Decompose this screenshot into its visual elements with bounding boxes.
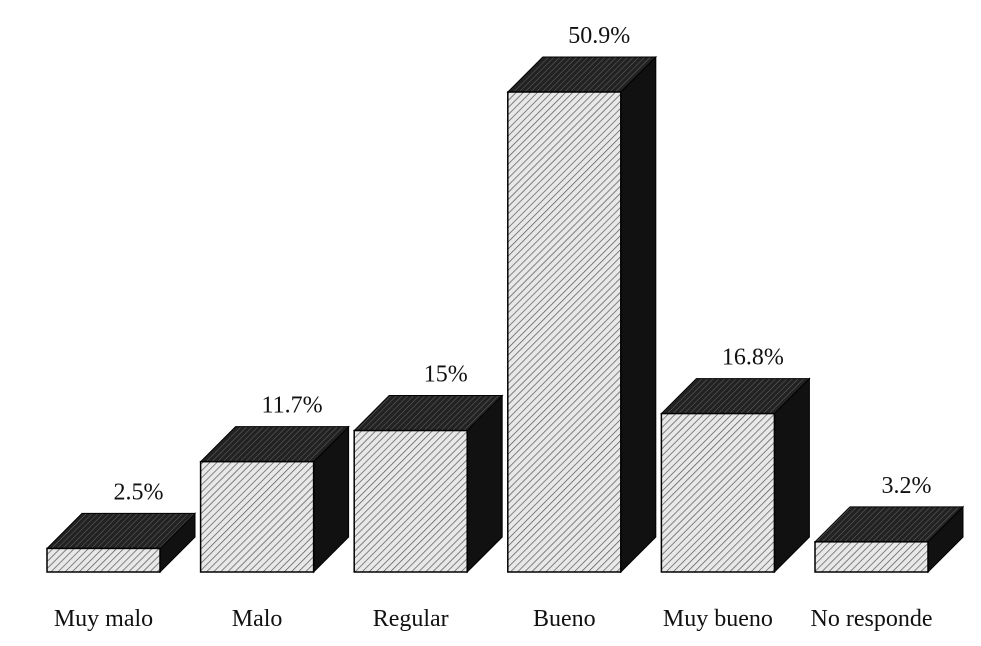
bar	[813, 505, 965, 574]
x-tick-label: Bueno	[533, 606, 596, 632]
value-label: 3.2%	[882, 473, 932, 499]
bar	[199, 425, 350, 574]
x-tick-label: Malo	[232, 606, 283, 632]
value-label: 2.5%	[114, 479, 164, 505]
value-label: 15%	[424, 362, 468, 388]
bar	[506, 55, 658, 574]
bar	[352, 394, 504, 574]
bar-front	[353, 429, 468, 573]
value-label: 50.9%	[568, 23, 630, 49]
bar-side	[620, 55, 657, 574]
x-tick-label: Muy bueno	[663, 606, 773, 632]
x-tick-label: Muy malo	[54, 606, 153, 632]
bar-front	[199, 460, 315, 573]
bar-front	[814, 541, 929, 573]
value-label: 11.7%	[262, 393, 323, 419]
x-tick-label: Regular	[373, 606, 449, 632]
bar	[45, 512, 197, 574]
bar-front	[507, 91, 622, 573]
bar-front	[660, 412, 776, 573]
x-tick-label: No responde	[811, 606, 933, 632]
value-label: 16.8%	[722, 345, 784, 371]
bar	[660, 377, 811, 574]
bar-front	[46, 547, 161, 573]
